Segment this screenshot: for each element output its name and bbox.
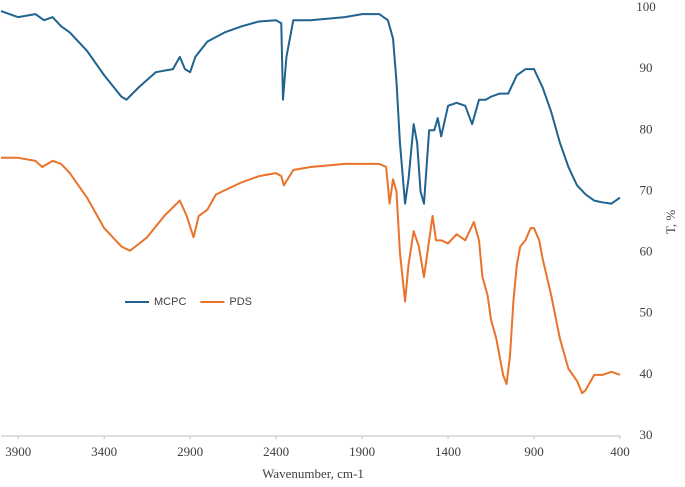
x-tick-label: 1900 <box>349 444 375 459</box>
y-axis-label: T, % <box>663 210 678 234</box>
x-axis-label: Wavenumber, cm-1 <box>262 466 364 481</box>
y-tick-label: 80 <box>640 121 653 136</box>
x-tick-label: 400 <box>610 444 630 459</box>
x-tick-label: 3400 <box>91 444 117 459</box>
y-tick-label: 90 <box>640 60 653 75</box>
x-tick-label: 2900 <box>177 444 203 459</box>
y-tick-label: 50 <box>640 305 653 320</box>
x-tick-label: 1400 <box>435 444 461 459</box>
series-line <box>0 10 621 205</box>
legend-label: MCPC <box>154 296 186 308</box>
x-tick-label: 2400 <box>263 444 289 459</box>
legend-label: PDS <box>229 296 252 308</box>
series-line <box>1 156 621 395</box>
x-tick-label: 900 <box>524 444 544 459</box>
y-tick-label: 30 <box>640 427 653 442</box>
y-tick-label: 40 <box>640 366 653 381</box>
y-tick-label: 60 <box>640 244 653 259</box>
y-tick-label: 100 <box>636 0 656 14</box>
x-tick-label: 3900 <box>5 444 31 459</box>
y-tick-label: 70 <box>640 182 653 197</box>
